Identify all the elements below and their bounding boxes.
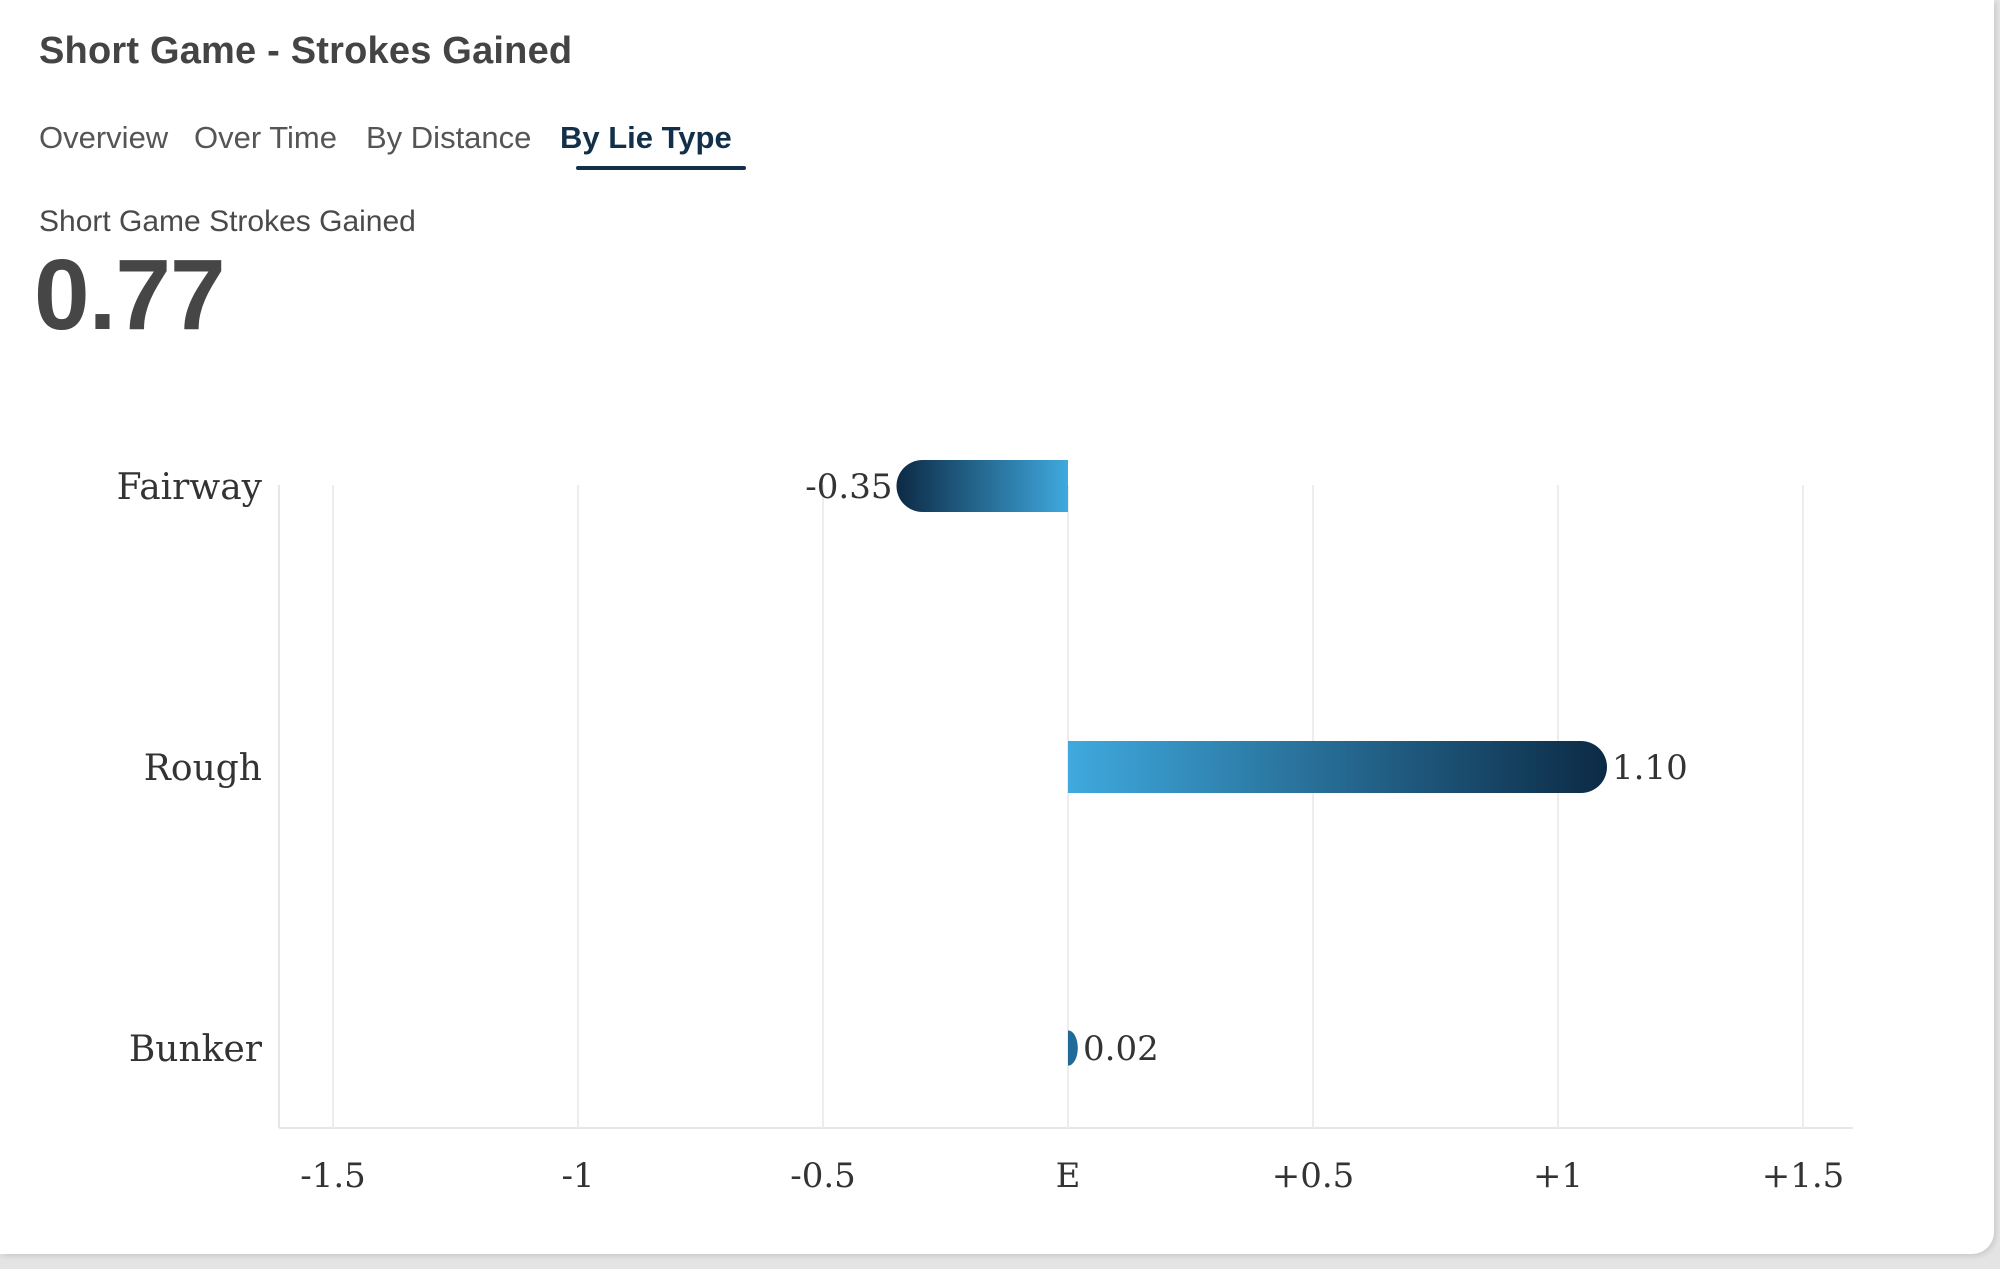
category-label: Bunker <box>129 1029 263 1070</box>
x-tick-label: +1 <box>1533 1156 1583 1196</box>
category-label: Rough <box>144 748 262 789</box>
value-label: 1.10 <box>1612 748 1688 788</box>
bar <box>1068 1030 1078 1066</box>
tab-over-time[interactable]: Over Time <box>194 120 337 155</box>
active-tab-indicator <box>576 166 746 170</box>
card-title: Short Game - Strokes Gained <box>39 30 573 72</box>
grid-lines <box>278 485 1853 1129</box>
summary-value: 0.77 <box>34 239 226 351</box>
value-label: -0.35 <box>805 467 892 507</box>
chart-labels: -1.5 -1 -0.5 E +0.5 +1 +1.5 Fairway -0.35 Rough 1.… <box>117 467 1845 1196</box>
x-tick-label: -1 <box>561 1156 594 1196</box>
tab-by-distance[interactable]: By Distance <box>366 120 532 155</box>
x-tick-label: +1.5 <box>1762 1156 1845 1196</box>
x-tick-label: -1.5 <box>300 1156 366 1196</box>
bar <box>1068 741 1607 793</box>
value-label: 0.02 <box>1083 1029 1159 1069</box>
x-tick-label: E <box>1056 1156 1081 1196</box>
tab-overview[interactable]: Overview <box>39 120 169 155</box>
category-label: Fairway <box>117 467 263 508</box>
x-tick-label: -0.5 <box>790 1156 856 1196</box>
tab-by-lie-type[interactable]: By Lie Type <box>560 120 732 155</box>
x-tick-label: +0.5 <box>1272 1156 1355 1196</box>
bar <box>896 460 1068 512</box>
bars <box>896 460 1607 1066</box>
summary-label: Short Game Strokes Gained <box>39 205 416 238</box>
